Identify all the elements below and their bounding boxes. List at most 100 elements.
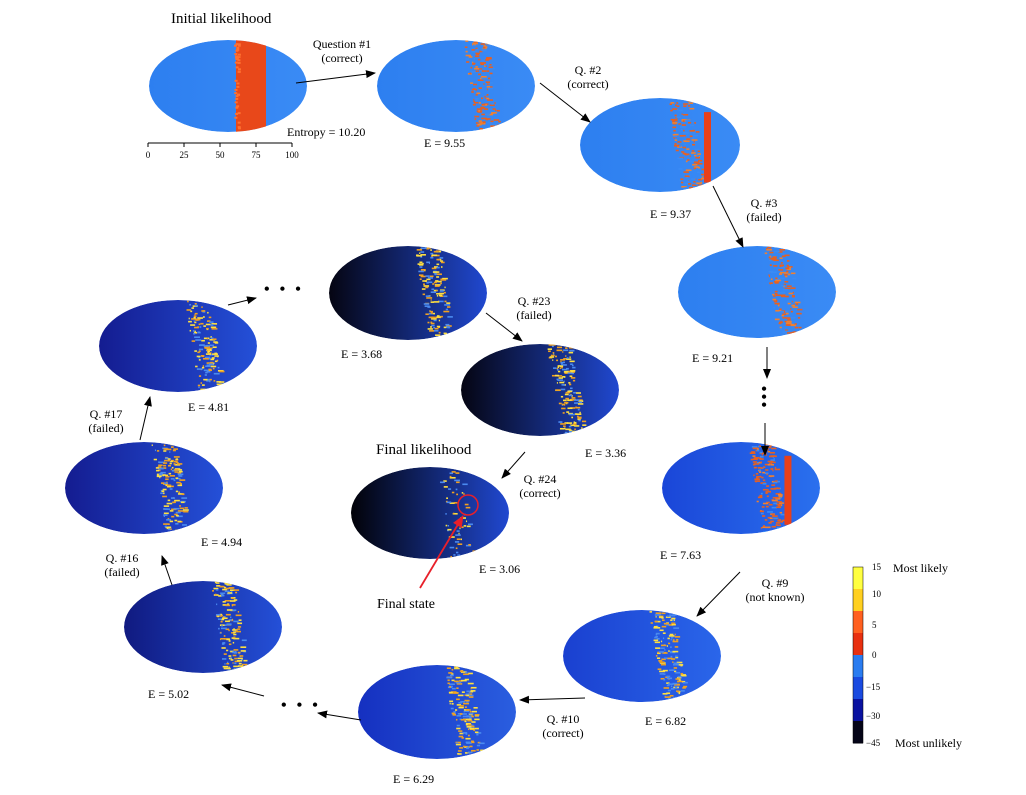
arrow-q9: [696, 571, 741, 617]
likelihood-map-q10: [358, 665, 516, 759]
arrow-q17-b: [227, 296, 257, 306]
question-16-number: Q. #16: [105, 551, 139, 565]
question-1-label: Question #1 (correct): [304, 37, 380, 65]
likelihood-map-q9: [563, 610, 721, 702]
colorbar-tick-neg45: −45: [866, 738, 881, 748]
likelihood-map-q2: [580, 98, 740, 192]
question-10-label: Q. #10 (correct): [535, 712, 591, 740]
arrow-q2: [539, 82, 591, 123]
question-9-label: Q. #9 (not known): [745, 576, 805, 604]
colorbar-most-unlikely: Most unlikely: [895, 736, 963, 750]
colorbar-segment-7: [853, 721, 863, 744]
question-16-label: Q. #16 (failed): [94, 551, 150, 579]
arrow-q10: [519, 695, 586, 704]
initial-axis: [147, 142, 293, 147]
arrow-q24: [501, 451, 526, 479]
question-2-number: Q. #2: [574, 63, 602, 77]
likelihood-map-q23: [461, 344, 619, 436]
likelihood-map-q3: [678, 246, 836, 338]
colorbar-segment-2: [853, 611, 863, 634]
question-16-result: (failed): [104, 565, 140, 579]
colorbar: [852, 566, 864, 744]
question-24-label: Q. #24 (correct): [512, 472, 568, 500]
question-9-number: Q. #9: [761, 576, 789, 590]
final-state-arrow: [419, 515, 464, 589]
entropy-q2: E = 9.37: [650, 207, 692, 221]
question-24-result: (correct): [519, 486, 561, 500]
question-1-number: Question #1: [312, 37, 372, 51]
axis-tick-50: 50: [215, 150, 225, 160]
entropy-q23: E = 3.36: [585, 446, 627, 460]
likelihood-map-q16: [65, 442, 223, 534]
question-2-label: Q. #2 (correct): [558, 63, 618, 91]
final-state-marker: [457, 494, 479, 516]
entropy-final: E = 3.06: [479, 562, 521, 576]
axis-tick-75: 75: [251, 150, 261, 160]
entropy-q1: E = 9.55: [424, 136, 466, 150]
colorbar-most-likely: Most likely: [893, 561, 949, 575]
colorbar-segment-1: [853, 589, 863, 612]
arrow-q23: [485, 312, 523, 342]
entropy-q9: E = 6.82: [645, 714, 687, 728]
question-17-result: (failed): [88, 421, 124, 435]
likelihood-map-q17: [99, 300, 257, 392]
axis-tick-0: 0: [145, 150, 151, 160]
axis-tick-100: 100: [285, 150, 299, 160]
likelihood-map-final: [351, 467, 509, 559]
question-1-result: (correct): [321, 51, 363, 65]
colorbar-tick-15: 15: [872, 562, 881, 572]
arrow-q16pre: [221, 683, 265, 697]
question-10-result: (correct): [542, 726, 584, 740]
entropy-q3: E = 9.21: [692, 351, 734, 365]
arrow-q3: [712, 185, 744, 248]
question-9-result: (not known): [745, 590, 805, 604]
likelihood-map-initial: [149, 40, 307, 132]
likelihood-map-q23pre: [329, 246, 487, 340]
likelihood-map-q1: [377, 40, 535, 132]
ellipsis-dots-right: • • •: [761, 381, 767, 414]
colorbar-tick-neg30: −30: [866, 711, 881, 721]
ellipsis-dots-top: • • •: [264, 281, 304, 298]
question-2-result: (correct): [567, 77, 609, 91]
question-23-number: Q. #23: [517, 294, 551, 308]
colorbar-tick-5: 5: [872, 620, 877, 630]
final-likelihood-title: Final likelihood: [376, 442, 472, 458]
arrow-q17: [139, 396, 152, 441]
question-10-number: Q. #10: [546, 712, 580, 726]
axis-tick-25: 25: [179, 150, 189, 160]
colorbar-segment-5: [853, 677, 863, 700]
initial-likelihood-title: Initial likelihood: [171, 11, 272, 27]
entropy-q16: E = 4.94: [201, 535, 243, 549]
question-17-label: Q. #17 (failed): [78, 407, 134, 435]
colorbar-tick-0: 0: [872, 650, 877, 660]
colorbar-segment-4: [853, 655, 863, 678]
final-state-label: Final state: [377, 597, 435, 612]
arrow-q10-b: [317, 710, 362, 721]
colorbar-segment-3: [853, 633, 863, 656]
entropy-q23pre: E = 3.68: [341, 347, 383, 361]
entropy-q16pre: E = 5.02: [148, 687, 190, 701]
question-24-number: Q. #24: [523, 472, 557, 486]
colorbar-frame: [852, 566, 864, 744]
question-3-result: (failed): [746, 210, 782, 224]
question-23-label: Q. #23 (failed): [506, 294, 562, 322]
question-3-label: Q. #3 (failed): [738, 196, 790, 224]
question-23-result: (failed): [516, 308, 552, 322]
ellipsis-dots-bottom: • • •: [281, 697, 321, 714]
colorbar-segment-0: [853, 567, 863, 590]
colorbar-tick-10: 10: [872, 589, 881, 599]
question-3-number: Q. #3: [750, 196, 778, 210]
arrow-q16: [161, 555, 173, 586]
colorbar-tick-neg15: −15: [866, 682, 881, 692]
entropy-q17: E = 4.81: [188, 400, 230, 414]
entropy-initial: Entropy = 10.20: [287, 125, 366, 139]
entropy-q9pre: E = 7.63: [660, 548, 702, 562]
entropy-q10: E = 6.29: [393, 772, 435, 786]
likelihood-map-q16pre: [124, 581, 282, 673]
arrow-q1: [295, 70, 376, 84]
likelihood-map-q9pre: [662, 442, 820, 534]
colorbar-segment-6: [853, 699, 863, 722]
question-17-number: Q. #17: [89, 407, 123, 421]
